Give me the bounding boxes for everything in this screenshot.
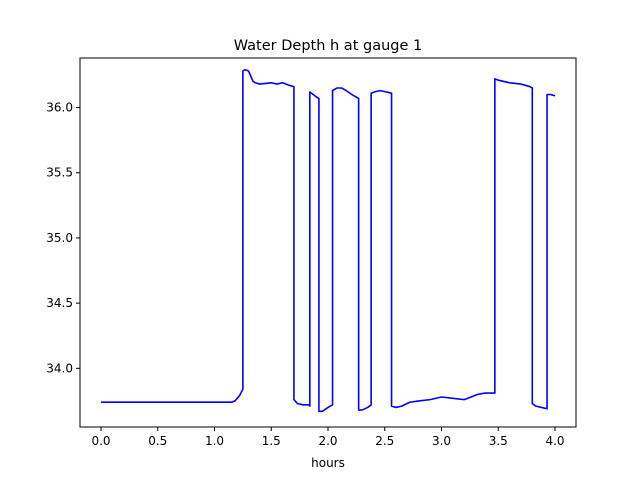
x-tick-label: 1.5 — [262, 434, 281, 448]
y-tick-label: 34.5 — [46, 296, 73, 310]
y-tick-label: 36.0 — [46, 101, 73, 115]
x-axis-label: hours — [311, 456, 345, 470]
x-tick-label: 1.0 — [205, 434, 224, 448]
chart-title: Water Depth h at gauge 1 — [234, 38, 422, 54]
y-tick-label: 34.0 — [46, 361, 73, 375]
series-line-0 — [101, 68, 556, 413]
x-tick-label: 4.0 — [545, 434, 564, 448]
y-axis: 34.0 34.5 35.0 35.5 36.0 — [46, 101, 80, 375]
x-tick-label: 0.5 — [148, 434, 167, 448]
x-tick-label: 3.0 — [432, 434, 451, 448]
x-tick-label: 0.0 — [91, 434, 110, 448]
y-tick-label: 35.5 — [46, 166, 73, 180]
x-tick-label: 3.5 — [489, 434, 508, 448]
plot-frame — [79, 57, 577, 428]
plot-area — [101, 68, 556, 413]
y-tick-label: 35.0 — [46, 231, 73, 245]
x-tick-label: 2.5 — [375, 434, 394, 448]
x-tick-label: 2.0 — [318, 434, 337, 448]
x-axis: 0.0 0.5 1.0 1.5 2.0 2.5 3.0 3.5 4.0 — [91, 427, 565, 448]
